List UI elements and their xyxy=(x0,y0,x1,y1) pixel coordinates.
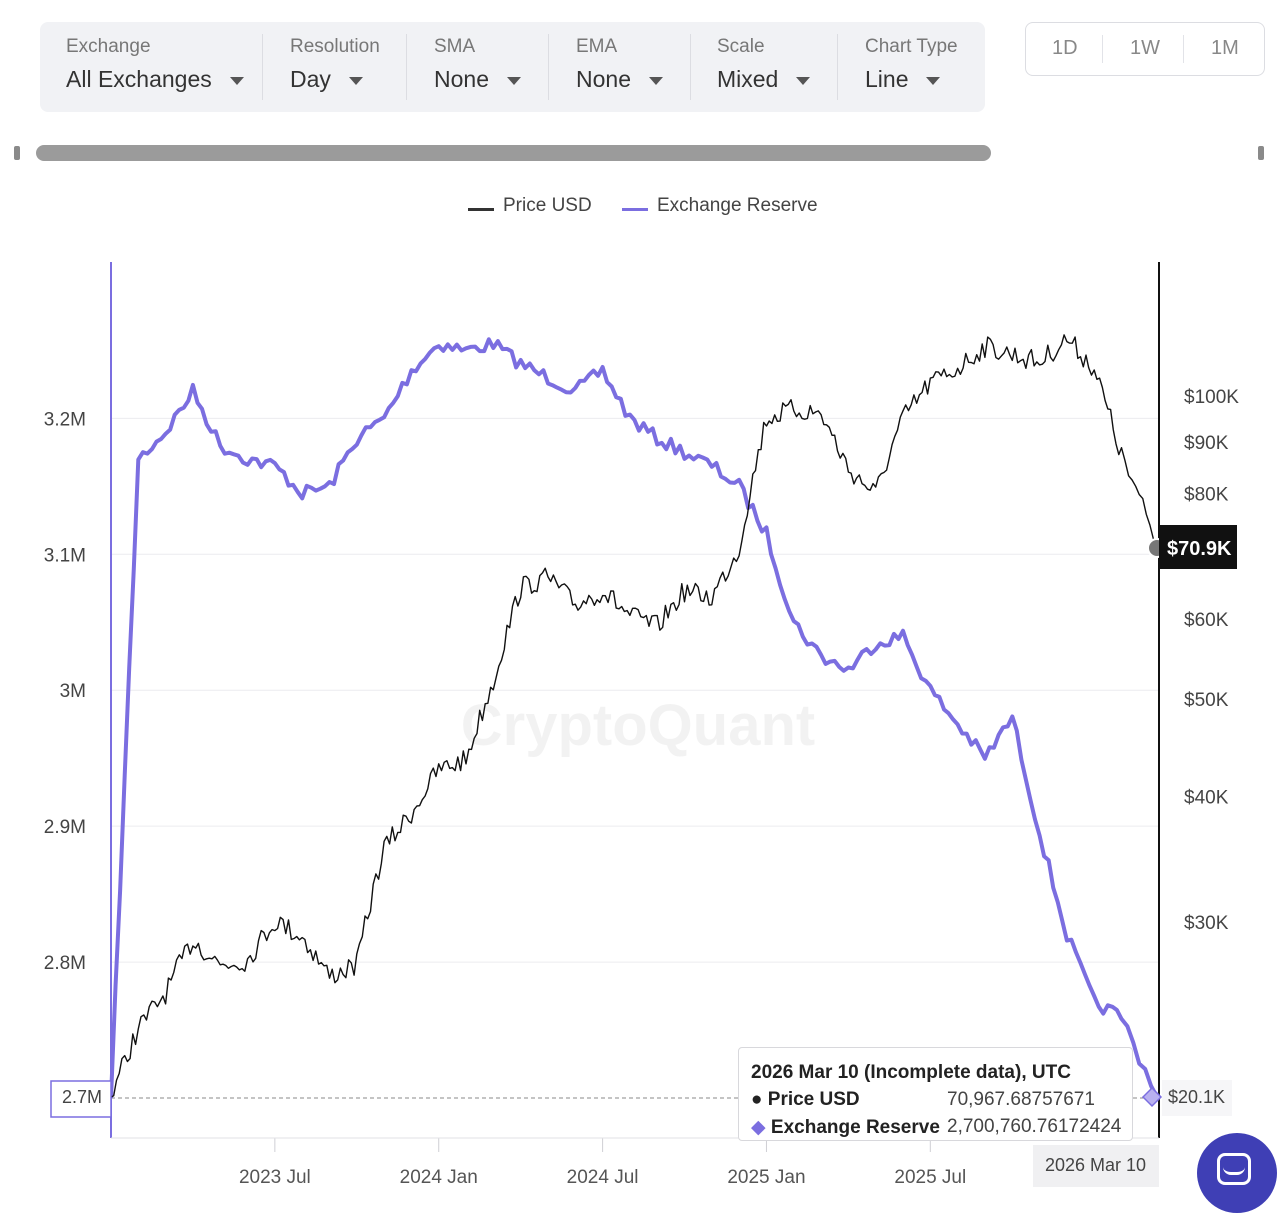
tooltip-date: 2026 Mar 10 (Incomplete data), UTC xyxy=(751,1062,1071,1083)
chart-type-select[interactable]: Chart Type Line xyxy=(839,36,985,98)
min-marker-label: $20.1K xyxy=(1168,1087,1225,1107)
series-price-line xyxy=(110,334,1158,1098)
y-right-tick-label: $90K xyxy=(1184,433,1229,454)
y-left-axis: 3.2M 3.1M 3M 2.9M 2.8M xyxy=(44,409,86,974)
y-right-tick-label: $40K xyxy=(1184,787,1229,808)
x-tick-label: 2024 Jan xyxy=(400,1167,478,1188)
scale-label: Scale xyxy=(717,36,765,57)
y-left-tick-label: 2.9M xyxy=(44,817,86,838)
scrollbar-right-handle[interactable] xyxy=(1258,146,1264,160)
min-marker-box xyxy=(1162,1080,1232,1116)
chart-type-value: Line xyxy=(865,66,909,92)
legend-price-swatch xyxy=(468,208,494,211)
chat-support-button[interactable] xyxy=(1197,1133,1277,1213)
exchange-label: Exchange xyxy=(66,36,151,57)
y-right-tick-label: $100K xyxy=(1184,387,1239,408)
price-marker-box xyxy=(1159,525,1237,569)
scrollbar-left-handle[interactable] xyxy=(14,146,20,160)
ema-select[interactable]: EMA None xyxy=(550,36,690,98)
price-marker-label: $70.9K xyxy=(1167,538,1232,560)
sma-select[interactable]: SMA None xyxy=(408,36,548,98)
chart-legend: Price USD Exchange Reserve xyxy=(0,195,1280,225)
x-crosshair-label: 2026 Mar 10 xyxy=(1045,1155,1146,1175)
chat-icon xyxy=(1217,1153,1251,1185)
legend-price-label[interactable]: Price USD xyxy=(503,195,592,216)
y-right-tick-label: $30K xyxy=(1184,913,1229,934)
y-left-tick-label: 2.8M xyxy=(44,953,86,974)
period-selector: 1D 1W 1M xyxy=(1025,22,1265,76)
x-axis: 2023 Jul 2024 Jan 2024 Jul 2025 Jan 2025 Jul xyxy=(239,1138,966,1188)
y-right-tick-label: $80K xyxy=(1184,484,1229,505)
tooltip-reserve-row: ◆ Exchange Reserve xyxy=(751,1116,940,1139)
chat-smile-icon xyxy=(1223,1167,1245,1175)
watermark: CryptoQuant xyxy=(461,693,815,758)
diamond-icon: ◆ xyxy=(751,1117,766,1138)
tooltip-price-value: 70,967.68757671 xyxy=(947,1089,1095,1110)
period-1d-button[interactable]: 1D xyxy=(1052,37,1078,59)
caret-down-icon xyxy=(229,76,244,85)
chart-type-label: Chart Type xyxy=(865,36,958,57)
x-tick-label: 2023 Jul xyxy=(239,1167,311,1188)
caret-down-icon xyxy=(648,76,663,85)
x-tick-label: 2024 Jul xyxy=(567,1167,639,1188)
x-tick-label: 2025 Jul xyxy=(894,1167,966,1188)
y-left-tick-label: 3.2M xyxy=(44,409,86,430)
scale-value: Mixed xyxy=(717,66,779,92)
series-exchange-reserve-line xyxy=(109,337,1159,1099)
y-left-marker-label: 2.7M xyxy=(62,1087,102,1107)
reserve-point-marker xyxy=(1141,1086,1163,1108)
resolution-select[interactable]: Resolution Day xyxy=(264,36,406,98)
grid-lines xyxy=(111,417,1159,963)
caret-down-icon xyxy=(348,76,363,85)
x-tick-label: 2025 Jan xyxy=(727,1167,805,1188)
resolution-value: Day xyxy=(290,66,331,92)
tooltip-price-label: Price USD xyxy=(767,1089,860,1110)
legend-reserve-label[interactable]: Exchange Reserve xyxy=(657,195,818,216)
tooltip-reserve-value: 2,700,760.76172424 xyxy=(947,1116,1122,1137)
ema-value: None xyxy=(576,66,631,92)
y-left-marker-box xyxy=(50,1080,112,1118)
y-right-axis: $100K $90K $80K $60K $50K $40K $30K xyxy=(1184,387,1239,934)
data-tooltip: 2026 Mar 10 (Incomplete data), UTC ● Pri… xyxy=(738,1047,1133,1141)
filter-toolbar: Exchange All Exchanges Resolution Day SM… xyxy=(40,22,985,112)
caret-down-icon xyxy=(796,76,811,85)
scale-select[interactable]: Scale Mixed xyxy=(691,36,837,98)
y-left-tick-label: 3.1M xyxy=(44,545,86,566)
caret-down-icon xyxy=(926,76,941,85)
ema-label: EMA xyxy=(576,36,618,57)
period-1m-button[interactable]: 1M xyxy=(1211,37,1239,59)
caret-down-icon xyxy=(506,76,521,85)
y-left-tick-label: 3M xyxy=(60,681,86,702)
resolution-label: Resolution xyxy=(290,36,380,57)
sma-value: None xyxy=(434,66,489,92)
exchange-select[interactable]: Exchange All Exchanges xyxy=(40,36,262,98)
sma-label: SMA xyxy=(434,36,476,57)
exchange-value: All Exchanges xyxy=(66,66,212,92)
tooltip-reserve-label: Exchange Reserve xyxy=(770,1117,940,1138)
legend-reserve-swatch xyxy=(622,208,648,211)
y-right-tick-label: $50K xyxy=(1184,690,1229,711)
x-crosshair-label-box xyxy=(1033,1145,1159,1187)
tooltip-price-row: ● Price USD xyxy=(751,1089,860,1110)
y-right-tick-label: $60K xyxy=(1184,610,1229,631)
period-1w-button[interactable]: 1W xyxy=(1130,37,1160,59)
range-scrollbar[interactable] xyxy=(36,145,991,161)
